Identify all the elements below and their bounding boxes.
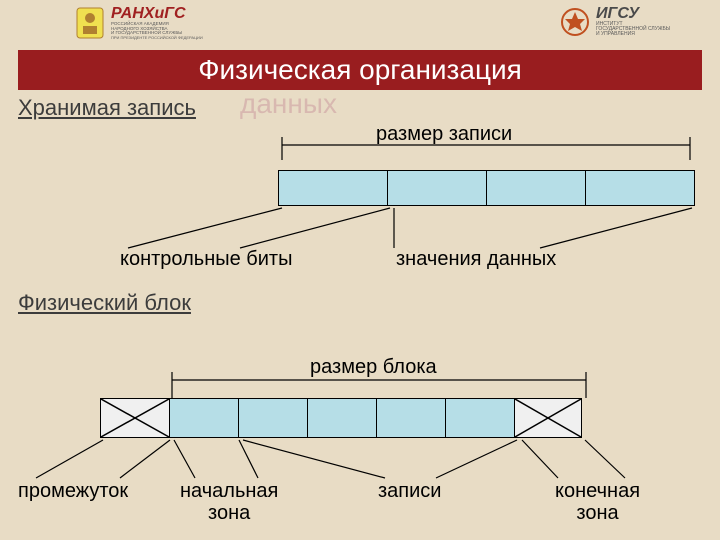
block-end-label: конечнаязона (555, 480, 640, 524)
block-gap-label: промежуток (18, 480, 128, 503)
block-start-label: начальнаязона (180, 480, 278, 524)
block-annotation-lines (0, 0, 720, 540)
block-records-label: записи (378, 480, 441, 503)
